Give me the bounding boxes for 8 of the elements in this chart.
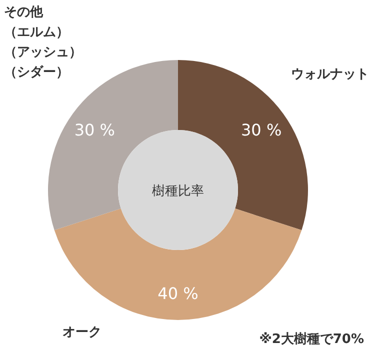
- slice-label: ウォルナット: [291, 67, 368, 82]
- slice-label: オーク: [62, 325, 102, 340]
- text: 樹種比率: [152, 183, 204, 199]
- slice-label: その他（エルム）（アッシュ）（シダー）: [4, 5, 82, 80]
- data-label: 30 %: [74, 120, 115, 140]
- text: ※2大樹種で70%: [259, 332, 364, 347]
- data-label: 40 %: [158, 284, 198, 303]
- data-label: 30 %: [241, 120, 282, 140]
